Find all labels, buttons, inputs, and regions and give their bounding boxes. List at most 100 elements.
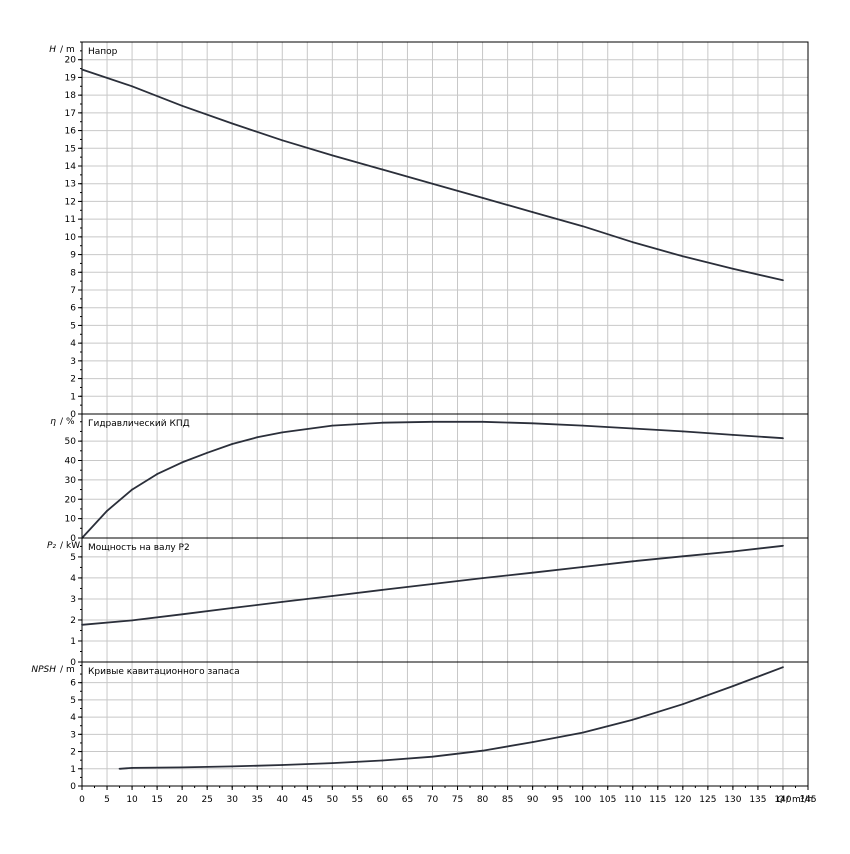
curve-point bbox=[181, 461, 184, 464]
curve-point bbox=[531, 211, 534, 213]
x-tick-label: 115 bbox=[649, 795, 666, 805]
y-tick-label: 30 bbox=[65, 476, 77, 486]
panel-frame bbox=[81, 41, 809, 415]
curve-point bbox=[131, 619, 133, 622]
x-tick-label: 70 bbox=[427, 795, 439, 805]
x-tick-label: 20 bbox=[176, 795, 188, 805]
curve-point bbox=[481, 196, 484, 199]
y-tick-label: 10 bbox=[65, 233, 77, 243]
curve-point bbox=[631, 718, 634, 721]
x-tick-label: 50 bbox=[327, 795, 339, 805]
curve-point bbox=[481, 749, 484, 752]
curve-point bbox=[181, 613, 184, 616]
y-tick-label: 4 bbox=[70, 574, 76, 584]
y-tick-label: 50 bbox=[65, 437, 77, 447]
x-tick-label: 75 bbox=[452, 795, 463, 805]
x-tick-label: 120 bbox=[674, 795, 691, 805]
y-axis-label-var: P₂ bbox=[47, 541, 56, 551]
curve-point bbox=[106, 509, 108, 512]
panel-title: Гидравлический КПД bbox=[88, 419, 190, 429]
y-axis-label-var: NPSH bbox=[31, 665, 56, 675]
y-tick-label: 18 bbox=[65, 91, 77, 101]
curve-point bbox=[256, 436, 259, 439]
curve-point bbox=[281, 764, 284, 766]
panel-title: Кривые кавитационного запаса bbox=[88, 667, 240, 677]
curve-point bbox=[181, 766, 184, 769]
y-tick-label: 2 bbox=[70, 748, 76, 758]
curve-point bbox=[181, 104, 184, 107]
curve-point bbox=[731, 685, 734, 688]
y-tick-label: 10 bbox=[65, 515, 77, 525]
y-tick-label: 40 bbox=[65, 457, 77, 467]
y-axis-label-var: H bbox=[49, 45, 56, 55]
y-tick-label: 1 bbox=[70, 392, 76, 402]
y-axis-label-unit: m bbox=[66, 665, 75, 675]
y-axis-label-sep: / bbox=[60, 541, 64, 551]
x-tick-label: 45 bbox=[302, 795, 313, 805]
curve-point bbox=[431, 182, 434, 185]
y-tick-label: 12 bbox=[65, 197, 76, 207]
curve-point bbox=[381, 168, 384, 171]
curve-point bbox=[782, 279, 784, 282]
curve-point bbox=[681, 555, 684, 558]
curve-point bbox=[81, 623, 83, 626]
panel-title: Напор bbox=[88, 47, 118, 57]
y-tick-label: 2 bbox=[70, 375, 76, 385]
x-axis-label-var: Q bbox=[777, 795, 784, 805]
x-tick-label: 80 bbox=[477, 795, 489, 805]
y-axis-label-sep: / bbox=[60, 45, 64, 55]
x-tick-label: 95 bbox=[552, 795, 563, 805]
curve-point bbox=[131, 767, 133, 769]
curve-point bbox=[231, 607, 234, 609]
curve-point bbox=[581, 225, 584, 228]
y-tick-label: 9 bbox=[70, 251, 76, 261]
y-tick-label: 13 bbox=[65, 180, 76, 190]
x-tick-label: 55 bbox=[352, 795, 363, 805]
curve-point bbox=[331, 424, 334, 427]
curve-point bbox=[531, 741, 534, 743]
x-tick-label: 65 bbox=[402, 795, 413, 805]
x-axis-label-sep: / bbox=[786, 795, 790, 805]
y-tick-label: 6 bbox=[70, 304, 76, 314]
y-tick-label: 3 bbox=[70, 595, 76, 605]
x-tick-label: 25 bbox=[201, 795, 212, 805]
curve-point bbox=[331, 595, 334, 597]
curve-point bbox=[581, 566, 584, 568]
x-tick-label: 100 bbox=[574, 795, 591, 805]
curve-point bbox=[131, 85, 133, 88]
x-tick-label: 15 bbox=[151, 795, 162, 805]
y-tick-label: 3 bbox=[70, 357, 76, 367]
x-tick-label: 10 bbox=[126, 795, 138, 805]
y-tick-label: 2 bbox=[70, 616, 76, 626]
y-tick-label: 11 bbox=[65, 215, 76, 225]
y-tick-label: 6 bbox=[70, 679, 76, 689]
y-tick-label: 19 bbox=[65, 73, 77, 83]
curve-point bbox=[731, 550, 734, 553]
y-tick-label: 14 bbox=[65, 162, 77, 172]
curve-point bbox=[581, 731, 584, 734]
curve-point bbox=[281, 139, 284, 142]
x-tick-label: 135 bbox=[749, 795, 766, 805]
curve-point bbox=[731, 434, 734, 436]
y-axis-label-unit: kW bbox=[66, 541, 80, 551]
curve-point bbox=[481, 420, 484, 423]
y-axis-label-sep: / bbox=[60, 417, 64, 427]
curve-point bbox=[331, 762, 334, 764]
x-tick-label: 140 bbox=[774, 795, 791, 805]
x-tick-label: 110 bbox=[624, 795, 641, 805]
y-tick-label: 4 bbox=[70, 339, 76, 349]
y-axis-label-var: η bbox=[50, 417, 56, 427]
curve-point bbox=[231, 122, 234, 125]
curve-point bbox=[431, 583, 434, 585]
curve-point bbox=[531, 422, 534, 425]
curve-point bbox=[531, 571, 534, 574]
curve-point bbox=[231, 443, 234, 445]
x-tick-label: 145 bbox=[799, 795, 816, 805]
curve-point bbox=[381, 589, 384, 591]
curve-point bbox=[381, 421, 384, 424]
x-axis-label-unit: m³/h bbox=[792, 795, 813, 805]
curve-point bbox=[281, 600, 284, 603]
curve-point bbox=[131, 488, 133, 491]
curve-point bbox=[206, 451, 209, 454]
curve-point bbox=[156, 473, 159, 475]
